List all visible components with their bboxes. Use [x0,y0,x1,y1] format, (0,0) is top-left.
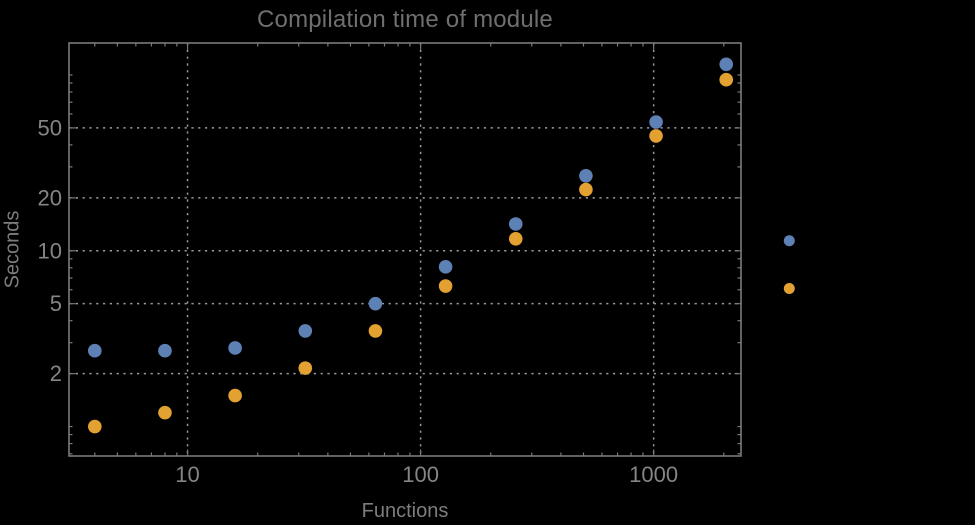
x-axis-label: Functions [361,500,449,522]
data-point-series-1 [368,296,383,311]
data-point-series-1 [228,341,242,355]
plot-frame [68,42,742,457]
legend-marker-series-2 [783,282,795,294]
y-tick-label: 5 [50,291,62,316]
data-point-series-1 [158,343,172,358]
data-point-series-1 [579,168,593,183]
data-point-series-1 [649,115,663,129]
data-point-series-2 [368,324,383,338]
data-point-series-2 [228,388,242,403]
data-point-series-2 [158,405,172,420]
data-point-series-1 [87,343,102,358]
y-axis-label: Seconds [1,210,24,289]
x-tick-label: 1000 [629,462,678,487]
data-point-series-2 [508,231,523,246]
data-point-series-1 [719,57,734,72]
data-point-series-2 [649,129,663,143]
y-tick-label: 50 [38,115,62,140]
x-tick-label: 10 [175,462,199,487]
data-point-series-1 [298,324,313,338]
data-point-series-2 [438,279,453,293]
y-tick-label: 2 [50,361,62,386]
x-tick-label: 100 [402,462,439,487]
data-point-series-2 [87,419,102,434]
legend-marker-series-1 [783,235,795,247]
chart-title: Compilation time of module [256,6,553,33]
data-point-series-2 [298,361,313,375]
y-tick-label: 20 [38,185,62,210]
data-point-series-1 [438,260,453,274]
y-tick-label: 10 [38,238,62,263]
data-point-series-2 [579,182,593,197]
data-point-series-1 [508,217,523,231]
y-axis-label-container: Seconds [0,43,26,456]
data-point-series-2 [719,72,734,87]
